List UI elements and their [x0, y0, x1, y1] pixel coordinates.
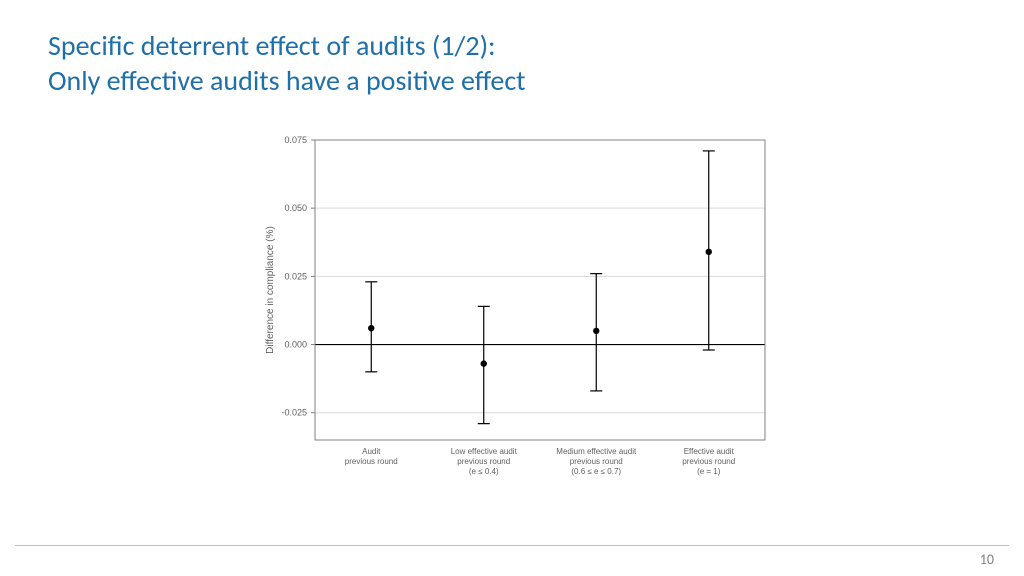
title-line-2: Only effective audits have a positive ef…	[48, 63, 976, 98]
deterrent-effect-chart: -0.025 0.000 0.025 0.050 0.075 Difference in …	[255, 130, 785, 510]
svg-text:Effective audit: Effective audit	[684, 447, 735, 456]
svg-text:0.025: 0.025	[284, 271, 307, 281]
svg-text:previous round: previous round	[682, 457, 735, 466]
svg-text:previous round: previous round	[570, 457, 623, 466]
svg-text:(e = 1): (e = 1)	[697, 467, 721, 476]
svg-text:0.075: 0.075	[284, 135, 307, 145]
svg-text:(0.6 ≤ e ≤ 0.7): (0.6 ≤ e ≤ 0.7)	[571, 467, 621, 476]
svg-text:Medium effective audit: Medium effective audit	[556, 447, 637, 456]
title-block: Specific deterrent effect of audits (1/2…	[48, 28, 976, 98]
title-line-1: Specific deterrent effect of audits (1/2…	[48, 28, 976, 63]
footer-rule	[15, 545, 1009, 546]
page-number: 10	[980, 551, 994, 568]
svg-text:0.050: 0.050	[284, 203, 307, 213]
slide: Specific deterrent effect of audits (1/2…	[0, 0, 1024, 576]
svg-text:0.000: 0.000	[284, 340, 307, 350]
svg-text:Low effective audit: Low effective audit	[451, 447, 518, 456]
chart-svg: -0.025 0.000 0.025 0.050 0.075 Difference in …	[255, 130, 785, 510]
svg-text:Difference in compliance (%): Difference in compliance (%)	[265, 226, 276, 354]
svg-text:previous round: previous round	[457, 457, 510, 466]
svg-text:(e ≤ 0.4): (e ≤ 0.4)	[469, 467, 499, 476]
svg-text:Audit: Audit	[362, 447, 381, 456]
svg-text:-0.025: -0.025	[281, 408, 307, 418]
svg-text:previous round: previous round	[345, 457, 398, 466]
